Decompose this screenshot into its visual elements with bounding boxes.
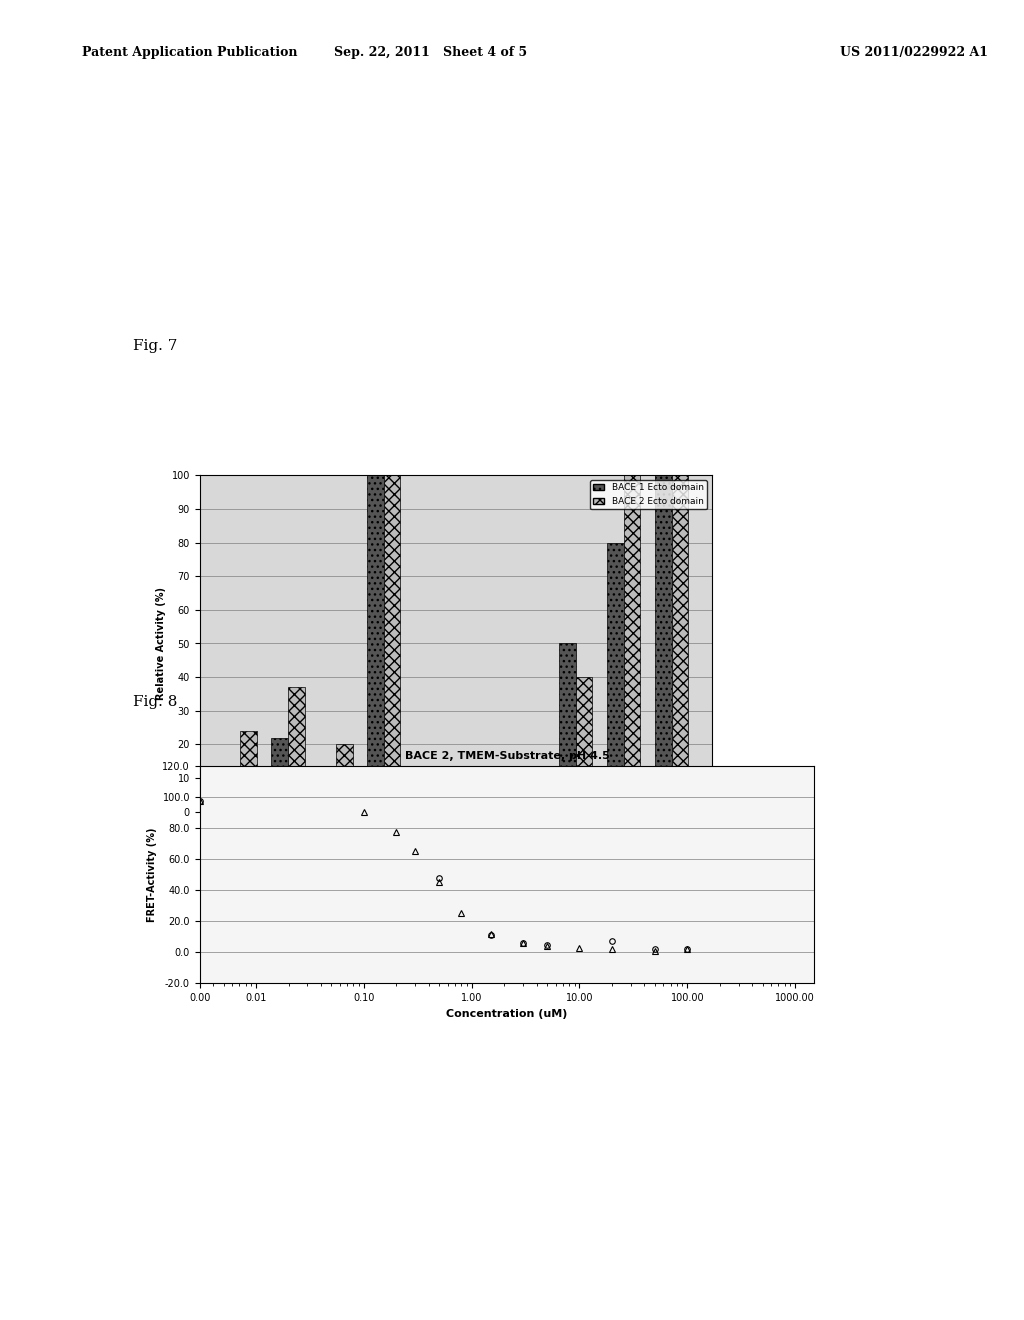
- Text: Fig. 8: Fig. 8: [133, 696, 177, 709]
- Y-axis label: FRET-Activity (%): FRET-Activity (%): [146, 828, 157, 921]
- Bar: [240, 731, 257, 812]
- Text: Sep. 22, 2011   Sheet 4 of 5: Sep. 22, 2011 Sheet 4 of 5: [334, 46, 526, 59]
- Text: Patent Application Publication: Patent Application Publication: [82, 46, 297, 59]
- Bar: [271, 738, 288, 812]
- Text: Fig. 7: Fig. 7: [133, 339, 177, 352]
- Bar: [367, 475, 384, 812]
- Y-axis label: Relative Activity (%): Relative Activity (%): [156, 587, 166, 700]
- Bar: [223, 801, 240, 812]
- Text: US 2011/0229922 A1: US 2011/0229922 A1: [840, 46, 988, 59]
- Bar: [624, 475, 640, 812]
- Bar: [384, 475, 400, 812]
- Bar: [575, 677, 593, 812]
- Bar: [559, 644, 575, 812]
- Bar: [336, 744, 352, 812]
- Title: BACE 2, TMEM-Substrate, pH 4.5: BACE 2, TMEM-Substrate, pH 4.5: [404, 751, 609, 760]
- Bar: [607, 543, 624, 812]
- Legend: BACE 1 Ecto domain, BACE 2 Ecto domain: BACE 1 Ecto domain, BACE 2 Ecto domain: [590, 479, 708, 510]
- Bar: [654, 475, 672, 812]
- Bar: [318, 785, 336, 812]
- Bar: [672, 475, 688, 812]
- Bar: [288, 688, 304, 812]
- Bar: [511, 777, 527, 812]
- X-axis label: Concentration (uM): Concentration (uM): [446, 1008, 567, 1019]
